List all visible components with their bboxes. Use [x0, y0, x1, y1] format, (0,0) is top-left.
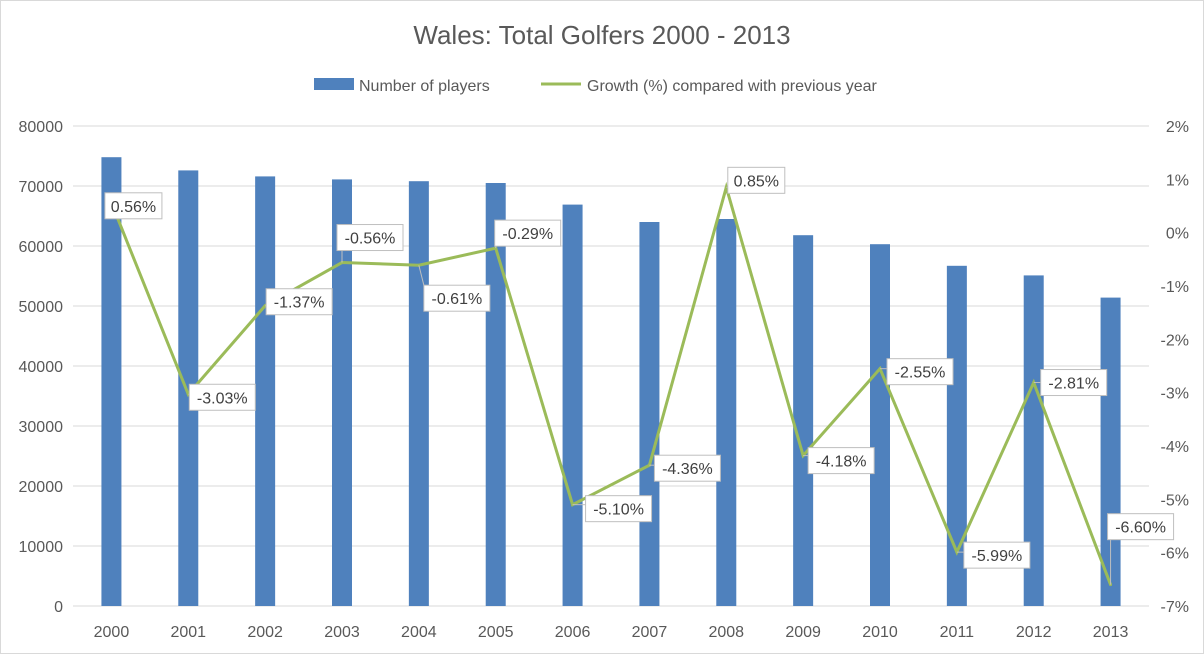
data-label: -6.60% [1115, 520, 1166, 537]
data-label-box [963, 541, 1031, 569]
data-label-box [494, 219, 562, 247]
data-label: -5.99% [972, 548, 1023, 565]
right-tick-label: -6% [1161, 546, 1189, 563]
right-tick-label: 2% [1166, 119, 1189, 136]
legend-label-bar: Number of players [359, 78, 490, 95]
x-axis-ticks: 2000 2001 2002 2003 2004 2005 2006 2007 2008 2009… [94, 624, 1129, 641]
x-tick-label: 2004 [401, 624, 437, 641]
right-tick-label: -4% [1161, 439, 1189, 456]
x-tick-label: 2002 [247, 624, 283, 641]
legend-label-line: Growth (%) compared with previous year [587, 78, 878, 95]
data-label: -5.10% [593, 502, 644, 519]
right-tick-label: 1% [1166, 172, 1189, 189]
x-tick-label: 2003 [324, 624, 360, 641]
bar [101, 157, 122, 606]
right-tick-label: -1% [1161, 279, 1189, 296]
data-label-box [585, 495, 653, 523]
data-label-box [423, 284, 491, 312]
bar [946, 265, 967, 606]
data-label-box [1107, 513, 1175, 541]
data-label: 0.85% [734, 173, 779, 190]
data-label: -3.03% [197, 390, 248, 407]
x-tick-label: 2010 [862, 624, 898, 641]
left-tick-label: 20000 [19, 479, 64, 496]
bar [485, 183, 506, 606]
data-label: -2.55% [895, 365, 946, 382]
right-tick-label: -5% [1161, 492, 1189, 509]
data-label-box [727, 166, 786, 194]
bar [178, 170, 199, 606]
bar [716, 219, 737, 606]
x-tick-label: 2008 [708, 624, 744, 641]
data-labels: 0.56% -3.03% -1.37% -0.56% -0.61% -0.29% -5.10… [104, 166, 1175, 585]
x-tick-label: 2007 [632, 624, 668, 641]
gridlines [73, 125, 1149, 607]
right-axis-ticks: -7% -6% -5% -4% -3% -2% -1% 0% 1% 2% [1161, 119, 1189, 616]
bar [639, 222, 660, 606]
bar-series [101, 157, 1121, 606]
left-tick-label: 40000 [19, 359, 64, 376]
bar [562, 204, 583, 606]
bar [1023, 275, 1044, 606]
bar [870, 244, 890, 606]
data-label-box [1040, 369, 1108, 397]
x-tick-label: 2013 [1093, 624, 1129, 641]
bar [255, 176, 276, 606]
right-tick-label: -3% [1161, 386, 1189, 403]
legend-swatch-bar [314, 78, 354, 90]
data-label: -0.56% [345, 231, 396, 248]
x-tick-label: 2011 [940, 624, 975, 641]
left-tick-label: 30000 [19, 419, 64, 436]
bar [332, 179, 352, 606]
x-tick-label: 2009 [785, 624, 821, 641]
chart-title: Wales: Total Golfers 2000 - 2013 [413, 20, 790, 50]
data-label-leader [418, 265, 425, 286]
data-label-box [265, 288, 333, 316]
left-tick-label: 50000 [19, 299, 64, 316]
left-axis-ticks: 0 10000 20000 30000 40000 50000 60000 70000 8000… [19, 119, 64, 616]
x-tick-label: 2006 [555, 624, 591, 641]
bar [408, 181, 429, 606]
data-label-box [653, 454, 721, 482]
data-label-box [188, 383, 256, 411]
x-tick-label: 2005 [478, 624, 514, 641]
left-tick-label: 60000 [19, 239, 64, 256]
left-tick-label: 70000 [19, 179, 64, 196]
data-label-box [336, 224, 404, 252]
data-label-box [807, 447, 875, 475]
bar [793, 235, 814, 606]
right-tick-label: -2% [1161, 332, 1189, 349]
data-label: -0.29% [502, 226, 553, 243]
data-label: -1.37% [274, 295, 325, 312]
data-label-box [104, 192, 163, 220]
x-tick-label: 2000 [94, 624, 130, 641]
right-tick-label: 0% [1166, 226, 1189, 243]
left-tick-label: 10000 [19, 539, 64, 556]
data-label: -4.36% [662, 461, 713, 478]
data-label: -0.61% [432, 291, 483, 308]
data-label: 0.56% [111, 199, 156, 216]
x-tick-label: 2012 [1016, 624, 1052, 641]
legend: Number of players Growth (%) compared wi… [314, 78, 878, 95]
data-label: -4.18% [816, 454, 867, 471]
data-label-box [886, 358, 954, 386]
left-tick-label: 80000 [19, 119, 64, 136]
left-tick-label: 0 [54, 599, 63, 616]
right-tick-label: -7% [1161, 599, 1189, 616]
data-label: -2.81% [1048, 376, 1099, 393]
x-tick-label: 2001 [170, 624, 206, 641]
